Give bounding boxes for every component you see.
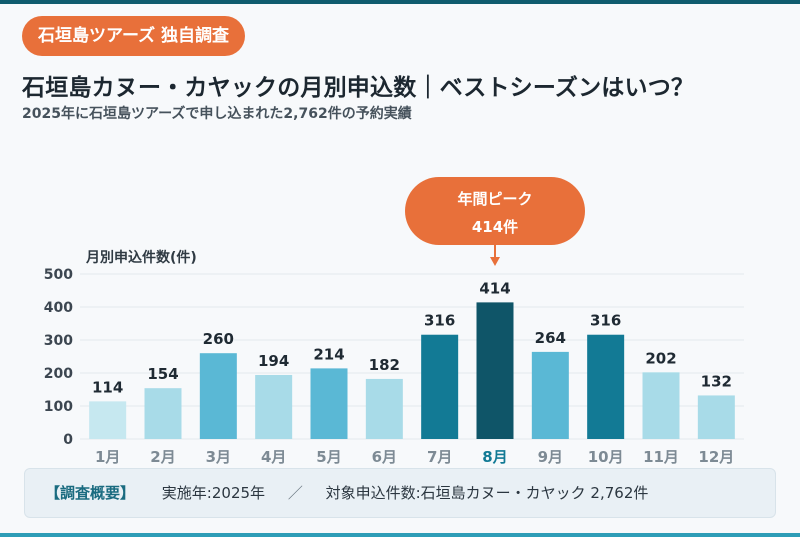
- x-tick-label: 10月: [588, 448, 624, 466]
- bar-value-label: 114: [92, 378, 123, 396]
- bar-2: [144, 388, 182, 439]
- bar-11: [642, 372, 680, 439]
- bar-1: [89, 401, 127, 439]
- bar-12: [697, 395, 735, 439]
- bar-value-label: 264: [535, 329, 566, 347]
- y-tick-label: 300: [44, 333, 73, 349]
- bar-9: [531, 351, 569, 439]
- bar-value-label: 154: [147, 365, 178, 383]
- peak-callout-title: 年間ピーク: [457, 190, 532, 208]
- bottom-accent-stripe: [0, 533, 800, 537]
- x-tick-label: 11月: [643, 448, 679, 466]
- bar-7: [421, 334, 459, 439]
- bar-value-label: 182: [369, 356, 400, 374]
- survey-badge: 石垣島ツアーズ 独自調査: [22, 16, 246, 56]
- bar-4: [255, 374, 293, 439]
- peak-callout-value: 414件: [472, 218, 518, 236]
- bar-value-label: 202: [645, 349, 676, 367]
- bar-value-label: 194: [258, 352, 289, 370]
- bar-value-label: 414: [479, 279, 510, 297]
- bar-3: [199, 353, 237, 439]
- x-tick-label: 4月: [261, 448, 286, 466]
- x-tick-label: 6月: [372, 448, 397, 466]
- x-tick-label: 5月: [316, 448, 341, 466]
- bar-10: [587, 334, 625, 439]
- bar-6: [365, 378, 403, 439]
- bar-5: [310, 368, 348, 439]
- peak-callout-bubble: [405, 177, 585, 245]
- monthly-bar-chart: 月別申込件数(件) 0 100 200 300 400 500 114 1月 154 2月 260 3月…: [44, 177, 744, 466]
- y-tick-label: 500: [44, 267, 73, 283]
- x-tick-label: 1月: [95, 448, 120, 466]
- x-tick-label: 7月: [427, 448, 452, 466]
- y-axis-label: 月別申込件数(件): [85, 249, 197, 266]
- bar-value-label: 132: [701, 372, 732, 390]
- bar-value-label: 316: [590, 312, 621, 330]
- summary-target: 対象申込件数:石垣島カヌー・カヤック 2,762件: [325, 484, 649, 502]
- bar-value-label: 214: [313, 345, 344, 363]
- chart-title: 石垣島カヌー・カヤックの月別申込数｜ベストシーズンはいつ？: [22, 75, 695, 101]
- y-tick-label: 0: [63, 432, 73, 448]
- summary-year: 実施年:2025年: [161, 484, 266, 502]
- y-tick-label: 100: [44, 399, 73, 415]
- x-tick-label: 9月: [538, 448, 563, 466]
- x-tick-label: 8月: [482, 448, 507, 466]
- x-tick-label: 2月: [150, 448, 175, 466]
- summary-separator: ／: [287, 484, 303, 502]
- survey-summary: 【調査概要】 実施年:2025年 ／ 対象申込件数:石垣島カヌー・カヤック 2,…: [24, 468, 776, 518]
- bar-value-label: 260: [203, 330, 234, 348]
- x-tick-label: 12月: [698, 448, 734, 466]
- bar-8: [476, 302, 514, 439]
- bar-value-label: 316: [424, 312, 455, 330]
- y-tick-label: 200: [44, 366, 73, 382]
- summary-label: 【調査概要】: [45, 484, 136, 502]
- chart-subtitle: 2025年に石垣島ツアーズで申し込まれた2,762件の予約実績: [22, 106, 412, 122]
- y-tick-label: 400: [44, 300, 73, 316]
- peak-callout-arrowhead: [490, 257, 500, 266]
- top-accent-stripe: [0, 0, 800, 4]
- x-tick-label: 3月: [206, 448, 231, 466]
